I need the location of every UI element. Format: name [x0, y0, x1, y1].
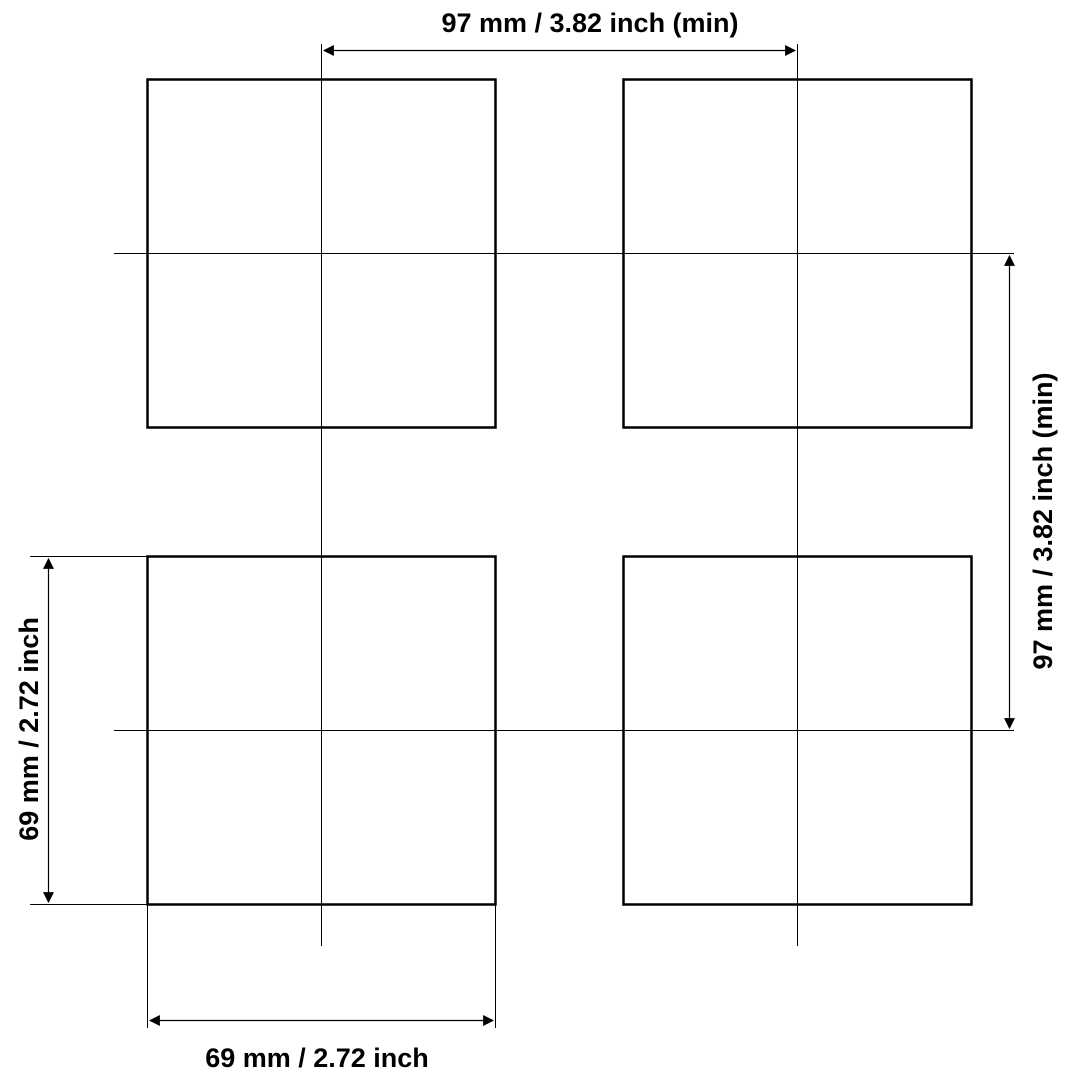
top-dimension-label: 97 mm / 3.82 inch (min): [441, 8, 738, 38]
left-dimension-label: 69 mm / 2.72 inch: [14, 617, 44, 841]
right-dimension-label: 97 mm / 3.82 inch (min): [1028, 372, 1058, 669]
bottom-dimension-label: 69 mm / 2.72 inch: [205, 1043, 429, 1073]
